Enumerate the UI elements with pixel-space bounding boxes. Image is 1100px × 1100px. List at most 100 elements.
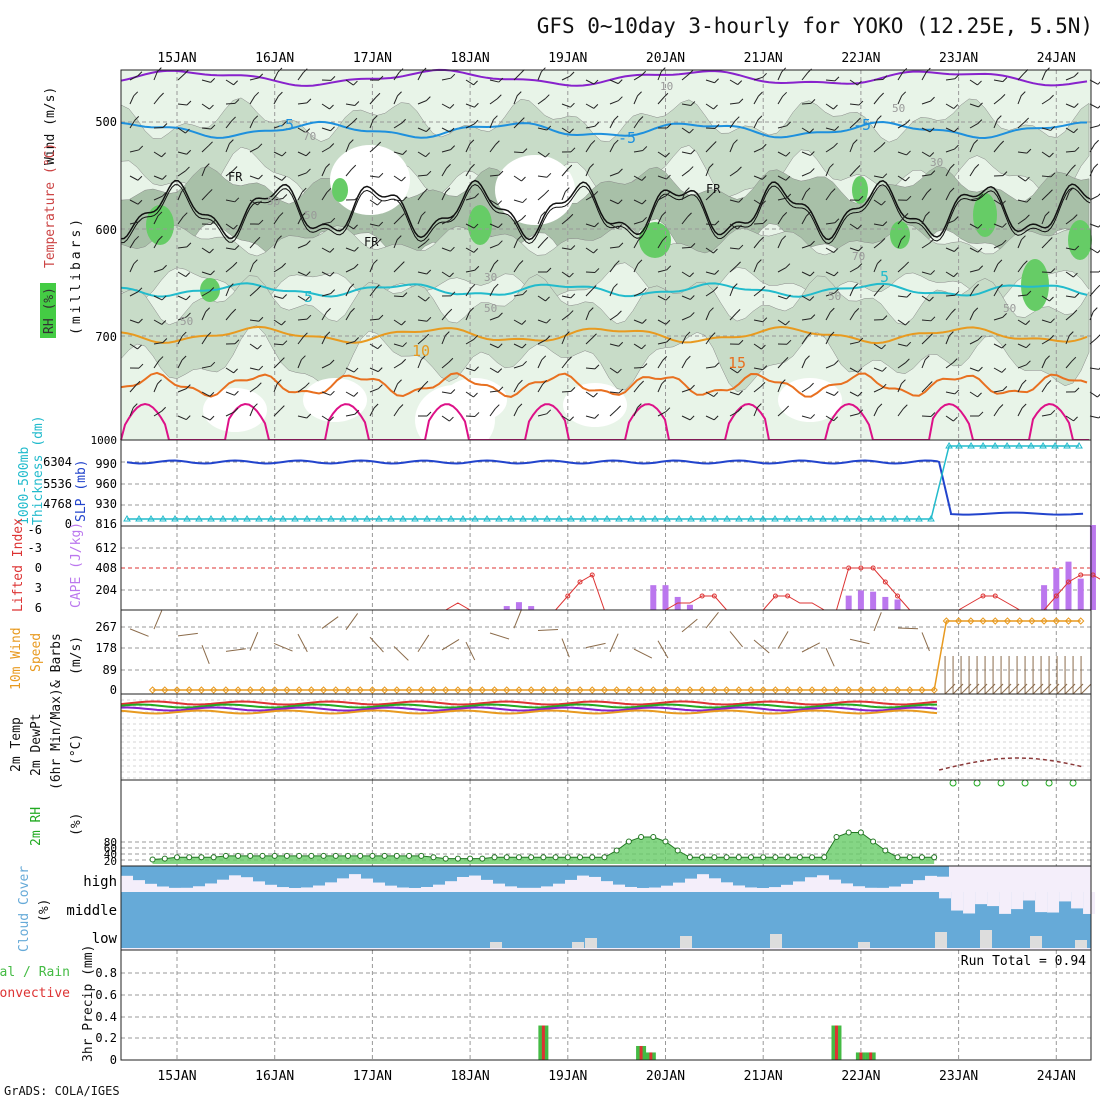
wind-barb — [393, 408, 400, 417]
wind-barb — [297, 151, 307, 157]
wind-barb-flag — [133, 91, 139, 97]
wind-speed-marker — [759, 686, 767, 694]
wind-barb-flag — [546, 318, 551, 324]
wind-barb-flag — [498, 240, 503, 246]
wind-barb — [417, 192, 424, 201]
wind-barb-flag — [231, 116, 236, 122]
wind-speed-marker — [954, 617, 963, 625]
wind-barb — [513, 319, 523, 325]
wind-barb-flag — [376, 238, 382, 244]
wind-barb-flag — [761, 143, 767, 149]
wind-barb — [513, 151, 524, 154]
wind-barb-flag — [277, 235, 282, 241]
wind-barb-flag — [880, 237, 886, 243]
wind-barb — [561, 335, 566, 345]
wind-barb-flag — [186, 242, 192, 248]
li-point — [882, 579, 888, 585]
wind-speed-marker — [796, 686, 804, 694]
cape-bar — [1089, 525, 1096, 610]
wind-barb-flag — [876, 115, 882, 120]
wind-barb — [1065, 127, 1074, 134]
wind-barb — [249, 175, 259, 180]
cloud-high-bar — [565, 866, 577, 880]
wind-barb-flag — [354, 337, 360, 342]
wind-barb — [945, 335, 950, 345]
wind-barb-flag — [256, 382, 262, 388]
wind-speed-marker — [393, 686, 401, 694]
wind-barb — [993, 389, 1003, 393]
wind-barb-flag — [953, 272, 959, 278]
thickness-marker — [1051, 442, 1059, 449]
wind-barb-flag — [254, 91, 260, 97]
wind-barb-flag — [449, 215, 455, 221]
precip-tick-1: 0.6 — [95, 988, 117, 1002]
rh2m-point — [796, 854, 803, 861]
wind-barb — [729, 170, 738, 177]
bottom-date-17JAN: 17JAN — [353, 1069, 392, 1084]
wind-barb — [897, 217, 905, 225]
wind-barb-flag — [737, 407, 743, 412]
wind-barb-flag — [545, 152, 550, 158]
wind-barb-flag — [1097, 193, 1100, 197]
precip-bars — [538, 1025, 876, 1060]
wind-barb-flag — [281, 151, 287, 157]
wind-barb-flag — [879, 284, 885, 290]
wind-barb-flag — [402, 342, 407, 347]
wind-barb — [345, 413, 355, 417]
rh-label-70-b: 70 — [852, 250, 865, 263]
li-point — [711, 593, 717, 599]
wind-barb — [465, 79, 474, 86]
wind-speed-marker — [332, 686, 340, 694]
wind-barb-flag — [712, 189, 717, 195]
wind-barb — [873, 146, 882, 153]
rh-label-50-g: 50 — [1003, 302, 1016, 315]
wind-barb-flag — [137, 175, 143, 181]
wind-barb — [249, 199, 258, 206]
wind-barb — [873, 407, 879, 417]
wind-barb — [225, 199, 235, 203]
wind-barb — [321, 415, 330, 422]
wind-barb — [537, 151, 546, 158]
wind-barb — [825, 247, 835, 253]
wind-barb — [465, 103, 475, 108]
wind-barb-flag — [618, 242, 624, 248]
wind-barb — [129, 263, 135, 273]
wind-barb — [201, 247, 210, 254]
wind-barb — [1017, 294, 1027, 297]
wind-barb — [441, 127, 451, 133]
slp-line — [126, 459, 1084, 516]
wind-barb-flag — [782, 91, 788, 97]
wind-barb — [177, 170, 186, 177]
label-rh: RH (%) — [42, 287, 57, 334]
wind-barb — [849, 287, 855, 297]
wind-barb — [369, 242, 378, 249]
wind-speed-marker — [319, 686, 328, 694]
rh2m-point — [454, 855, 461, 862]
wind-barb-flag — [642, 363, 648, 368]
wind-barb-flag — [378, 75, 384, 81]
wind-barb — [1065, 103, 1075, 108]
wind-barb — [825, 192, 832, 201]
wind-barb — [657, 175, 667, 180]
wind-barb — [177, 335, 183, 345]
wind-barb — [1017, 319, 1026, 326]
wind-barb — [225, 143, 230, 153]
thickness-marker — [879, 515, 887, 522]
wind-barb-flag — [354, 101, 360, 106]
wind-barb-flag — [902, 404, 908, 410]
wind-barb-flag — [617, 368, 622, 374]
wind-barb-flag — [1069, 187, 1074, 193]
wind-barb — [753, 175, 763, 180]
li-point — [785, 593, 791, 599]
wind-speed-marker — [735, 686, 743, 694]
contour-label-m5-a: -5 — [276, 116, 294, 134]
wind-barb — [1041, 127, 1051, 131]
wind-barb-flag — [762, 365, 768, 370]
wind-barb-flag — [282, 194, 288, 199]
wind-barb-10m — [825, 647, 835, 667]
cloud-high-bar — [745, 866, 757, 888]
wind-barb — [609, 264, 616, 273]
li-tick-3: 3 — [35, 581, 42, 595]
wind-barb — [633, 149, 643, 153]
wind-barb — [945, 391, 955, 395]
